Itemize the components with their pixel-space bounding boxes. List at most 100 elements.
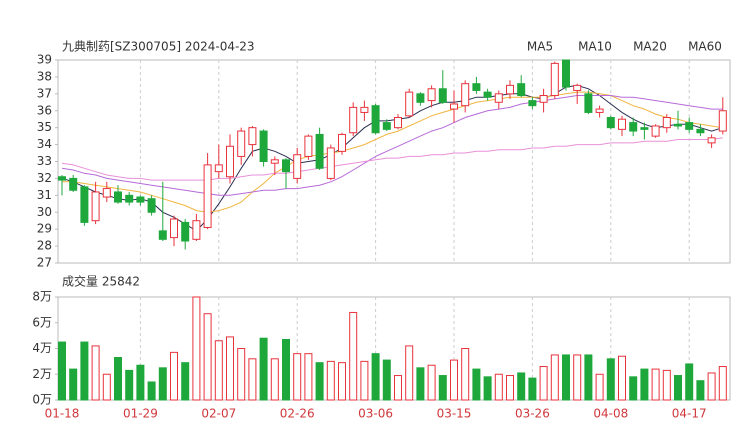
candle-body xyxy=(450,103,458,110)
volume-bar xyxy=(114,357,122,401)
candle-body xyxy=(494,93,503,103)
candle-body xyxy=(158,230,167,240)
candle-body xyxy=(618,118,626,130)
volume-bar xyxy=(282,338,290,401)
candle-body xyxy=(147,198,156,213)
y-tick-label: 2万 xyxy=(32,367,52,381)
candle-body xyxy=(338,133,346,152)
volume-bar xyxy=(293,353,302,401)
candle-body xyxy=(416,93,425,103)
y-tick-label: 39 xyxy=(37,53,52,67)
volume-bar xyxy=(662,369,671,401)
candle-body xyxy=(696,128,705,134)
candle-body xyxy=(371,105,380,134)
candle-body xyxy=(293,154,302,179)
candle-body xyxy=(394,117,402,129)
y-tick-label: 27 xyxy=(37,256,52,270)
volume-bar xyxy=(696,380,705,401)
candle-body xyxy=(651,125,660,137)
volume-bar xyxy=(438,375,447,401)
x-tick-label: 03-15 xyxy=(437,407,472,421)
candle-body xyxy=(136,196,145,203)
volume-bar xyxy=(461,348,470,401)
y-tick-label: 37 xyxy=(37,86,52,100)
candle-body xyxy=(662,117,671,129)
x-tick-label: 01-18 xyxy=(45,407,80,421)
x-tick-label: 03-06 xyxy=(358,407,393,421)
volume-bar xyxy=(550,354,559,401)
volume-bar xyxy=(651,368,660,401)
volume-bar xyxy=(158,367,167,401)
volume-bar xyxy=(69,368,78,401)
candle-body xyxy=(259,130,268,163)
candle-body xyxy=(562,59,570,88)
legend-label: MA20 xyxy=(633,40,667,54)
y-tick-label: 32 xyxy=(37,171,52,185)
volume-bar xyxy=(259,337,268,401)
y-tick-label: 34 xyxy=(37,137,52,151)
legend-label: MA60 xyxy=(688,40,722,54)
candle-body xyxy=(170,218,178,239)
volume-bar xyxy=(315,362,324,401)
candle-body xyxy=(506,84,514,95)
volume-bar xyxy=(338,362,346,401)
ma-line xyxy=(61,137,723,181)
volume-bar xyxy=(685,363,694,401)
candle-body xyxy=(349,106,358,134)
candle-body xyxy=(282,159,290,173)
volume-bar xyxy=(181,362,190,401)
volume-bar xyxy=(416,367,425,401)
volume-bar xyxy=(562,354,570,401)
candle-body xyxy=(427,88,436,102)
volume-bar xyxy=(595,373,604,401)
candle-body xyxy=(382,122,391,130)
volume-bar xyxy=(192,296,201,401)
volume-bar xyxy=(528,377,537,401)
volume-bar xyxy=(91,345,100,401)
volume-bar xyxy=(573,354,582,401)
volume-bar xyxy=(584,354,593,401)
volume-bar xyxy=(472,368,481,401)
y-tick-label: 35 xyxy=(37,120,52,134)
candle-body xyxy=(629,122,638,132)
y-tick-label: 31 xyxy=(37,188,52,202)
candle-body xyxy=(91,191,100,222)
volume-bar xyxy=(248,358,257,401)
candle-body xyxy=(114,191,122,203)
candle-body xyxy=(573,84,582,91)
x-tick-label: 02-26 xyxy=(280,407,315,421)
x-tick-label: 03-26 xyxy=(515,407,550,421)
legend-label: MA5 xyxy=(527,40,553,54)
volume-bar xyxy=(450,359,458,401)
volume-bar xyxy=(136,364,145,401)
candle-body xyxy=(203,164,212,228)
candle-body xyxy=(214,164,223,173)
volume-bar xyxy=(80,341,89,401)
volume-bar xyxy=(226,336,234,401)
candle-body xyxy=(707,137,716,144)
y-tick-label: 6万 xyxy=(32,315,52,329)
y-tick-label: 30 xyxy=(37,205,52,219)
y-tick-label: 0万 xyxy=(32,393,52,407)
volume-bar xyxy=(718,366,727,401)
candle-body xyxy=(640,127,649,130)
x-tick-label: 01-29 xyxy=(123,407,158,421)
volume-bar xyxy=(371,353,380,401)
candle-body xyxy=(102,188,111,198)
candle-body xyxy=(718,110,727,132)
volume-bar xyxy=(707,372,716,401)
ma-line xyxy=(61,95,723,196)
volume-bar xyxy=(326,360,335,401)
volume-title: 成交量 25842 xyxy=(62,274,140,289)
volume-bar xyxy=(506,375,514,401)
volume-bar xyxy=(674,375,682,401)
candle-body xyxy=(438,88,447,103)
volume-bar xyxy=(270,358,279,401)
volume-bar xyxy=(304,353,313,401)
candle-body xyxy=(528,100,537,107)
y-tick-label: 36 xyxy=(37,103,52,117)
volume-bar xyxy=(382,359,391,401)
candle-body xyxy=(237,130,246,157)
candle-body xyxy=(69,177,78,191)
